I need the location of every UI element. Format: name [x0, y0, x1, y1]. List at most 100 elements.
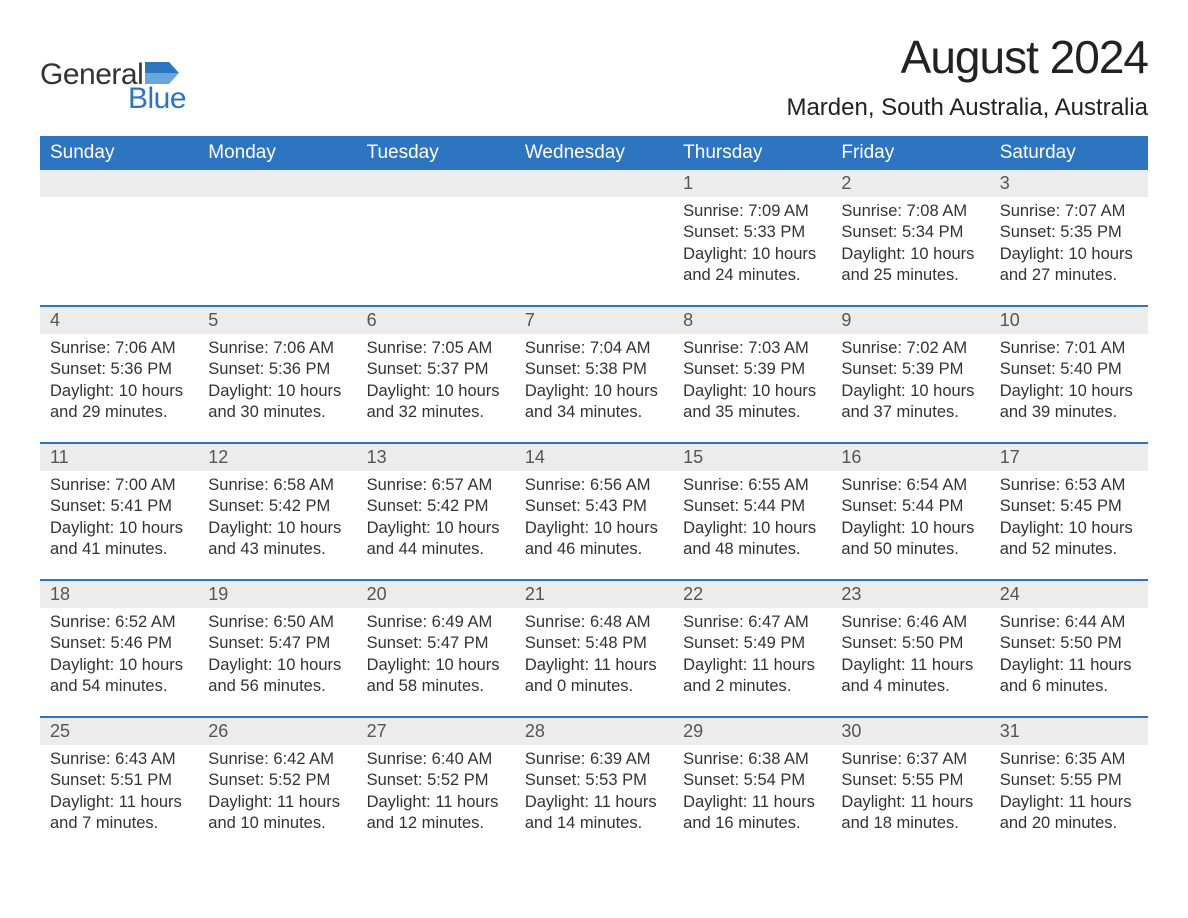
- sunrise-text: Sunrise: 6:40 AM: [367, 749, 505, 770]
- daynum-row: 11121314151617: [40, 442, 1148, 471]
- sunset-text: Sunset: 5:42 PM: [208, 496, 346, 517]
- header: General Blue August 2024 Marden, South A…: [40, 30, 1148, 132]
- sunset-text: Sunset: 5:40 PM: [1000, 359, 1138, 380]
- sunset-text: Sunset: 5:54 PM: [683, 770, 821, 791]
- sunrise-text: Sunrise: 6:50 AM: [208, 612, 346, 633]
- day-content: Sunrise: 6:46 AMSunset: 5:50 PMDaylight:…: [831, 608, 989, 716]
- day-number: 22: [673, 581, 831, 608]
- daylight-text: Daylight: 10 hours and 44 minutes.: [367, 518, 505, 561]
- daylight-text: Daylight: 10 hours and 50 minutes.: [841, 518, 979, 561]
- sunrise-text: Sunrise: 7:07 AM: [1000, 201, 1138, 222]
- daycontent-row: Sunrise: 7:00 AMSunset: 5:41 PMDaylight:…: [40, 471, 1148, 579]
- weekday-label: Tuesday: [357, 136, 515, 170]
- day-content: Sunrise: 7:00 AMSunset: 5:41 PMDaylight:…: [40, 471, 198, 579]
- daylight-text: Daylight: 10 hours and 43 minutes.: [208, 518, 346, 561]
- day-number: 28: [515, 718, 673, 745]
- day-number: 30: [831, 718, 989, 745]
- daylight-text: Daylight: 10 hours and 34 minutes.: [525, 381, 663, 424]
- day-content: Sunrise: 6:54 AMSunset: 5:44 PMDaylight:…: [831, 471, 989, 579]
- day-content: Sunrise: 7:06 AMSunset: 5:36 PMDaylight:…: [40, 334, 198, 442]
- daylight-text: Daylight: 11 hours and 0 minutes.: [525, 655, 663, 698]
- sunrise-text: Sunrise: 7:01 AM: [1000, 338, 1138, 359]
- weekday-label: Saturday: [990, 136, 1148, 170]
- sunrise-text: Sunrise: 6:43 AM: [50, 749, 188, 770]
- sunset-text: Sunset: 5:47 PM: [208, 633, 346, 654]
- daylight-text: Daylight: 10 hours and 52 minutes.: [1000, 518, 1138, 561]
- daylight-text: Daylight: 10 hours and 32 minutes.: [367, 381, 505, 424]
- daynum-row: 123: [40, 170, 1148, 197]
- day-content: Sunrise: 7:03 AMSunset: 5:39 PMDaylight:…: [673, 334, 831, 442]
- sunrise-text: Sunrise: 7:02 AM: [841, 338, 979, 359]
- daylight-text: Daylight: 11 hours and 18 minutes.: [841, 792, 979, 835]
- daylight-text: Daylight: 10 hours and 39 minutes.: [1000, 381, 1138, 424]
- sunrise-text: Sunrise: 7:06 AM: [208, 338, 346, 359]
- sunrise-text: Sunrise: 6:49 AM: [367, 612, 505, 633]
- daylight-text: Daylight: 10 hours and 41 minutes.: [50, 518, 188, 561]
- sunrise-text: Sunrise: 7:04 AM: [525, 338, 663, 359]
- sunset-text: Sunset: 5:53 PM: [525, 770, 663, 791]
- day-number: 10: [990, 307, 1148, 334]
- sunset-text: Sunset: 5:44 PM: [683, 496, 821, 517]
- sunrise-text: Sunrise: 6:47 AM: [683, 612, 821, 633]
- sunset-text: Sunset: 5:33 PM: [683, 222, 821, 243]
- day-content: Sunrise: 6:44 AMSunset: 5:50 PMDaylight:…: [990, 608, 1148, 716]
- daylight-text: Daylight: 10 hours and 58 minutes.: [367, 655, 505, 698]
- sunset-text: Sunset: 5:42 PM: [367, 496, 505, 517]
- sunrise-text: Sunrise: 6:57 AM: [367, 475, 505, 496]
- sunrise-text: Sunrise: 6:44 AM: [1000, 612, 1138, 633]
- sunrise-text: Sunrise: 6:48 AM: [525, 612, 663, 633]
- day-number: 9: [831, 307, 989, 334]
- day-number: 2: [831, 170, 989, 197]
- day-content: Sunrise: 6:55 AMSunset: 5:44 PMDaylight:…: [673, 471, 831, 579]
- sunrise-text: Sunrise: 6:56 AM: [525, 475, 663, 496]
- daylight-text: Daylight: 10 hours and 56 minutes.: [208, 655, 346, 698]
- day-content: Sunrise: 7:02 AMSunset: 5:39 PMDaylight:…: [831, 334, 989, 442]
- day-number: 13: [357, 444, 515, 471]
- sunrise-text: Sunrise: 6:38 AM: [683, 749, 821, 770]
- day-content: Sunrise: 6:35 AMSunset: 5:55 PMDaylight:…: [990, 745, 1148, 853]
- day-content: Sunrise: 7:01 AMSunset: 5:40 PMDaylight:…: [990, 334, 1148, 442]
- weekday-label: Sunday: [40, 136, 198, 170]
- day-content: Sunrise: 7:07 AMSunset: 5:35 PMDaylight:…: [990, 197, 1148, 305]
- sunrise-text: Sunrise: 7:05 AM: [367, 338, 505, 359]
- daylight-text: Daylight: 11 hours and 6 minutes.: [1000, 655, 1138, 698]
- day-content: Sunrise: 6:49 AMSunset: 5:47 PMDaylight:…: [357, 608, 515, 716]
- daynum-row: 25262728293031: [40, 716, 1148, 745]
- sunset-text: Sunset: 5:55 PM: [841, 770, 979, 791]
- day-content: Sunrise: 6:43 AMSunset: 5:51 PMDaylight:…: [40, 745, 198, 853]
- day-content: Sunrise: 6:53 AMSunset: 5:45 PMDaylight:…: [990, 471, 1148, 579]
- day-content: [515, 197, 673, 305]
- sunset-text: Sunset: 5:44 PM: [841, 496, 979, 517]
- daylight-text: Daylight: 10 hours and 30 minutes.: [208, 381, 346, 424]
- sunset-text: Sunset: 5:55 PM: [1000, 770, 1138, 791]
- day-number: [198, 170, 356, 197]
- day-number: 8: [673, 307, 831, 334]
- title-block: August 2024 Marden, South Australia, Aus…: [786, 30, 1148, 132]
- day-content: Sunrise: 6:39 AMSunset: 5:53 PMDaylight:…: [515, 745, 673, 853]
- weekday-header: Sunday Monday Tuesday Wednesday Thursday…: [40, 136, 1148, 170]
- sunrise-text: Sunrise: 6:53 AM: [1000, 475, 1138, 496]
- sunrise-text: Sunrise: 6:37 AM: [841, 749, 979, 770]
- day-number: 11: [40, 444, 198, 471]
- month-title: August 2024: [786, 30, 1148, 84]
- sunset-text: Sunset: 5:36 PM: [208, 359, 346, 380]
- day-number: [515, 170, 673, 197]
- sunset-text: Sunset: 5:35 PM: [1000, 222, 1138, 243]
- day-content: [40, 197, 198, 305]
- sunset-text: Sunset: 5:37 PM: [367, 359, 505, 380]
- day-number: 17: [990, 444, 1148, 471]
- day-number: 6: [357, 307, 515, 334]
- sunset-text: Sunset: 5:36 PM: [50, 359, 188, 380]
- day-content: Sunrise: 6:42 AMSunset: 5:52 PMDaylight:…: [198, 745, 356, 853]
- sunset-text: Sunset: 5:52 PM: [367, 770, 505, 791]
- weekday-label: Monday: [198, 136, 356, 170]
- day-content: Sunrise: 6:38 AMSunset: 5:54 PMDaylight:…: [673, 745, 831, 853]
- day-content: Sunrise: 6:56 AMSunset: 5:43 PMDaylight:…: [515, 471, 673, 579]
- daylight-text: Daylight: 11 hours and 10 minutes.: [208, 792, 346, 835]
- day-number: 23: [831, 581, 989, 608]
- daylight-text: Daylight: 10 hours and 46 minutes.: [525, 518, 663, 561]
- sunrise-text: Sunrise: 7:03 AM: [683, 338, 821, 359]
- daycontent-row: Sunrise: 7:09 AMSunset: 5:33 PMDaylight:…: [40, 197, 1148, 305]
- sunrise-text: Sunrise: 6:54 AM: [841, 475, 979, 496]
- day-number: 26: [198, 718, 356, 745]
